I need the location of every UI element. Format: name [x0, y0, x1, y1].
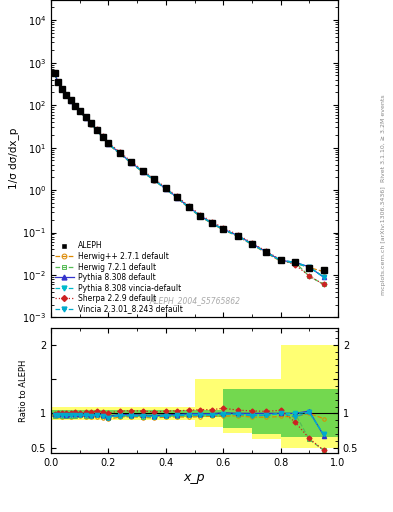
X-axis label: x_p: x_p	[184, 471, 205, 484]
Y-axis label: 1/σ dσ/dx_p: 1/σ dσ/dx_p	[9, 128, 20, 189]
Y-axis label: Ratio to ALEPH: Ratio to ALEPH	[19, 359, 28, 421]
Text: ALEPH_2004_S5765862: ALEPH_2004_S5765862	[149, 296, 240, 305]
Text: mcplots.cern.ch [arXiv:1306.3436]: mcplots.cern.ch [arXiv:1306.3436]	[381, 186, 386, 295]
Text: Rivet 3.1.10, ≥ 3.2M events: Rivet 3.1.10, ≥ 3.2M events	[381, 94, 386, 182]
Legend: ALEPH, Herwig++ 2.7.1 default, Herwig 7.2.1 default, Pythia 8.308 default, Pythi: ALEPH, Herwig++ 2.7.1 default, Herwig 7.…	[53, 240, 184, 315]
